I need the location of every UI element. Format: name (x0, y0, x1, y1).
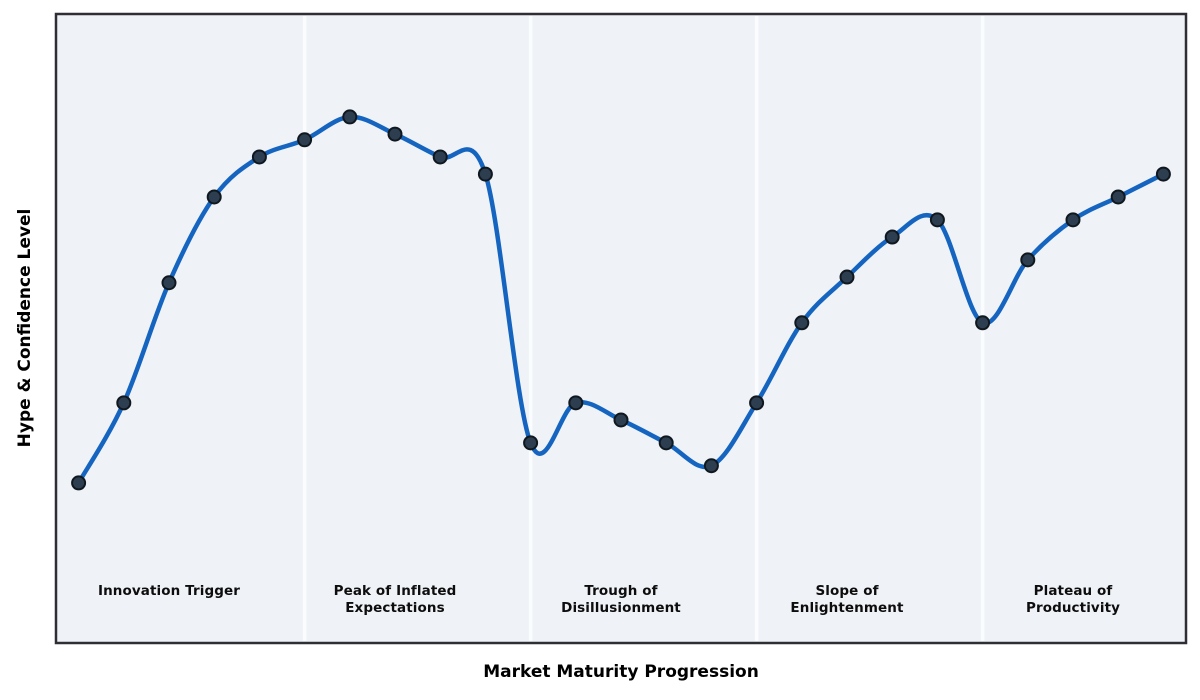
data-point (703, 458, 719, 474)
data-point (1155, 166, 1171, 182)
data-point (884, 229, 900, 245)
hype-curve (76, 114, 1166, 486)
data-point (251, 149, 267, 165)
data-point (342, 109, 358, 125)
data-point (929, 212, 945, 228)
data-point (839, 269, 855, 285)
phase-label-peak-of-inflated-expectations: Peak of Inflated Expectations (333, 583, 457, 616)
phase-label-trough-of-disillusionment: Trough of Disillusionment (561, 583, 681, 616)
data-point (116, 395, 132, 411)
phase-label-innovation-trigger: Innovation Trigger (97, 583, 241, 599)
data-point (794, 315, 810, 331)
data-point (568, 395, 584, 411)
data-point (1065, 212, 1081, 228)
data-point (975, 315, 991, 331)
data-point (1020, 252, 1036, 268)
plot-area (56, 14, 1186, 643)
phase-label-slope-of-enlightenment: Slope of Enlightenment (790, 583, 904, 616)
y-axis-label: Hype & Confidence Level (15, 208, 35, 448)
data-point (658, 435, 674, 451)
x-axis-label: Market Maturity Progression (483, 662, 759, 682)
data-point (161, 275, 177, 291)
data-point (432, 149, 448, 165)
data-point (297, 132, 313, 148)
data-point (71, 475, 87, 491)
data-point (206, 189, 222, 205)
data-point (387, 126, 403, 142)
data-point (613, 412, 629, 428)
data-point (1110, 189, 1126, 205)
plot-frame (54, 12, 1188, 645)
data-point (523, 435, 539, 451)
phase-label-plateau-of-productivity: Plateau of Productivity (1025, 583, 1121, 616)
data-point (477, 166, 493, 182)
data-point (749, 395, 765, 411)
